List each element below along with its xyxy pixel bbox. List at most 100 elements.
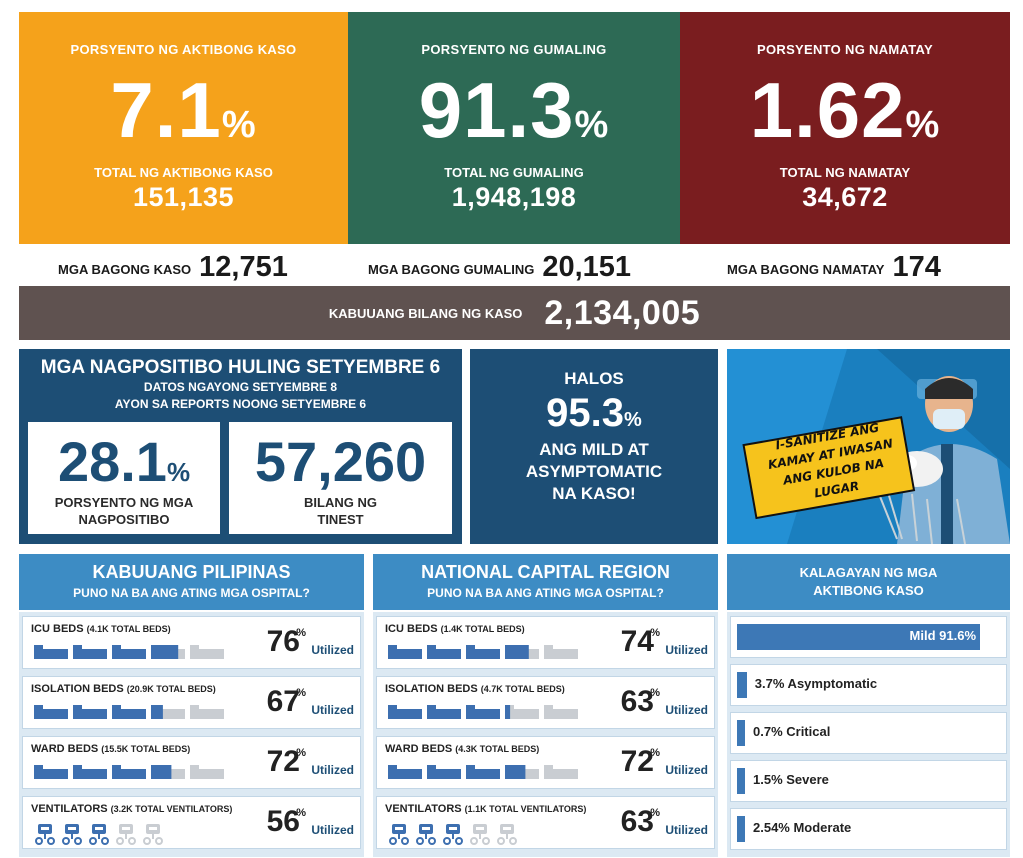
status-row: 1.5% Severe [730, 760, 1007, 802]
new-cases: MGA BAGONG KASO 12,751 [58, 250, 288, 282]
utilization-icons [33, 641, 225, 663]
bed-icon [466, 765, 500, 779]
utilization-value: 72 [266, 745, 300, 778]
bed-icon [388, 705, 422, 719]
bed-icon [466, 705, 500, 719]
bed-icon [151, 765, 185, 779]
utilized-label: Utilized [665, 823, 708, 837]
bed-icon [427, 705, 461, 719]
total-cases-value: 2,134,005 [544, 293, 701, 332]
tested-card: 57,260 BILANG NG TINEST [229, 422, 452, 534]
hospital-ncr-header: NATIONAL CAPITAL REGION PUNO NA BA ANG A… [373, 554, 718, 610]
utilized-label: Utilized [665, 703, 708, 717]
bed-icon [190, 645, 224, 659]
ventilator-icon [497, 824, 517, 845]
bed-icon [544, 765, 578, 779]
bed-icon [73, 765, 107, 779]
bed-icon [388, 645, 422, 659]
utilization-label: ICU BEDS (4.1K TOTAL BEDS) [31, 623, 171, 635]
hospital-ph-subtitle: PUNO NA BA ANG ATING MGA OSPITAL? [73, 586, 310, 600]
ventilator-icon [89, 824, 109, 845]
bed-icon [34, 705, 68, 719]
active-percent-value: 7.1% [110, 66, 257, 154]
sanitize-poster: I-SANITIZE ANG KAMAY AT IWASAN ANG KULOB… [727, 349, 1010, 544]
bed-icon [427, 645, 461, 659]
status-row: 0.7% Critical [730, 712, 1007, 754]
utilization-row: ICU BEDS (1.4K TOTAL BEDS) 74% Utilized [376, 616, 715, 669]
deaths-total-label: TOTAL NG NAMATAY [779, 165, 911, 180]
bed-icon [505, 765, 539, 779]
bed-icon [34, 645, 68, 659]
recovered-total-value: 1,948,198 [451, 182, 577, 212]
hospital-ncr-title: NATIONAL CAPITAL REGION [421, 562, 670, 582]
status-label: 1.5% Severe [753, 772, 829, 787]
utilization-percent-sign: % [650, 687, 660, 699]
bed-icon [466, 645, 500, 659]
bed-icon [190, 705, 224, 719]
utilized-label: Utilized [311, 823, 354, 837]
ventilator-icon [143, 824, 163, 845]
tested-caption: BILANG NG TINEST [304, 495, 377, 527]
halos-label: HALOS [564, 369, 624, 388]
new-deaths-label: MGA BAGONG NAMATAY [727, 262, 885, 277]
status-bar-fill [737, 624, 980, 650]
bed-icon [112, 645, 146, 659]
deaths-percent-value: 1.62% [749, 66, 941, 154]
utilization-value: 74 [620, 625, 654, 658]
utilization-percent-sign: % [296, 687, 306, 699]
deaths-total-value: 34,672 [802, 182, 888, 212]
total-cases-label: KABUUANG BILANG NG KASO [328, 305, 523, 321]
status-row: 2.54% Moderate [730, 808, 1007, 850]
utilization-row: WARD BEDS (15.5K TOTAL BEDS) 72% Utilized [22, 736, 361, 789]
bed-icon [544, 645, 578, 659]
positivity-rate-card: 28.1% PORSYENTO NG MGA NAGPOSITIBO [28, 422, 220, 534]
utilization-value: 76 [266, 625, 300, 658]
deaths-percent-label: PORSYENTO NG NAMATAY [757, 42, 933, 57]
sanitize-illustration [727, 349, 1010, 544]
hospital-ph-list: ICU BEDS (4.1K TOTAL BEDS) 76% Utilized ISO… [19, 612, 364, 857]
ventilator-icon [116, 824, 136, 845]
new-recovered-value: 20,151 [542, 251, 632, 283]
status-title: KALAGAYAN NG MGA AKTIBONG KASO [799, 565, 938, 598]
positivity-date: DATOS NGAYONG SETYEMBRE 8 [143, 380, 338, 394]
utilization-row: ISOLATION BEDS (20.9K TOTAL BEDS) 67% Util… [22, 676, 361, 729]
utilization-icons [387, 701, 579, 723]
deaths-panel: PORSYENTO NG NAMATAY 1.62% TOTAL NG NAMA… [680, 12, 1010, 244]
status-bar-fill [737, 816, 745, 842]
ventilator-icon [443, 824, 463, 845]
utilized-label: Utilized [311, 643, 354, 657]
bed-icon [34, 765, 68, 779]
utilization-icons [387, 821, 519, 845]
status-header: KALAGAYAN NG MGA AKTIBONG KASO [727, 554, 1010, 610]
bed-icon [112, 705, 146, 719]
hospital-ph-header: KABUUANG PILIPINAS PUNO NA BA ANG ATING … [19, 554, 364, 610]
utilized-label: Utilized [665, 763, 708, 777]
active-percent-label: PORSYENTO NG AKTIBONG KASO [70, 42, 297, 57]
positivity-title: MGA NAGPOSITIBO HULING SETYEMBRE 6 [40, 357, 441, 378]
status-label: 0.7% Critical [753, 724, 831, 739]
utilization-percent-sign: % [296, 627, 306, 639]
utilization-percent-sign: % [650, 747, 660, 759]
utilization-icons [387, 641, 579, 663]
utilization-label: ISOLATION BEDS (20.9K TOTAL BEDS) [31, 683, 216, 695]
utilization-row: ISOLATION BEDS (4.7K TOTAL BEDS) 63% Utili… [376, 676, 715, 729]
utilization-label: VENTILATORS (3.2K TOTAL VENTILATORS) [31, 803, 233, 815]
mild-asymptomatic-caption: ANG MILD AT ASYMPTOMATIC NA KASO! [525, 440, 663, 503]
utilization-icons [33, 821, 165, 845]
bed-icon [112, 765, 146, 779]
status-label: 2.54% Moderate [753, 820, 852, 835]
mild-asymptomatic-value: 95.3% [546, 391, 642, 435]
utilization-row: VENTILATORS (3.2K TOTAL VENTILATORS) 56% U… [22, 796, 361, 849]
status-label: 3.7% Asymptomatic [754, 676, 878, 691]
bed-icon [151, 705, 185, 719]
total-cases-bar: KABUUANG BILANG NG KASO 2,134,005 [19, 286, 1010, 340]
utilization-value: 63 [620, 805, 654, 838]
ventilator-icon [470, 824, 490, 845]
status-row: 3.7% Asymptomatic [730, 664, 1007, 706]
utilization-label: ICU BEDS (1.4K TOTAL BEDS) [385, 623, 525, 635]
utilization-icons [387, 761, 579, 783]
utilization-row: ICU BEDS (4.1K TOTAL BEDS) 76% Utilized [22, 616, 361, 669]
ventilator-icon [389, 824, 409, 845]
bed-icon [388, 765, 422, 779]
new-deaths: MGA BAGONG NAMATAY 174 [727, 250, 941, 282]
